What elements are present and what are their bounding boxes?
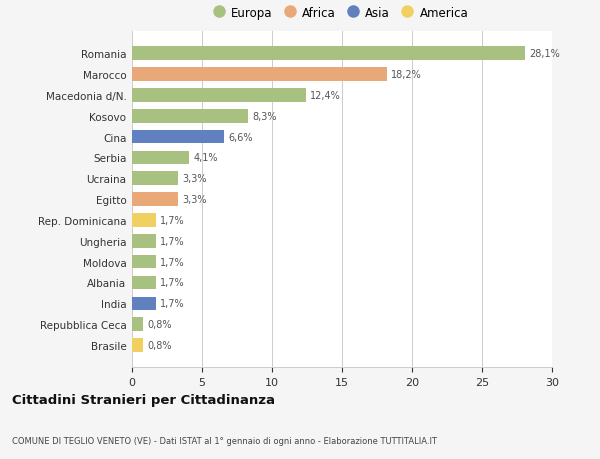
Bar: [132, 47, 526, 61]
Text: 12,4%: 12,4%: [310, 91, 341, 101]
Text: COMUNE DI TEGLIO VENETO (VE) - Dati ISTAT al 1° gennaio di ogni anno - Elaborazi: COMUNE DI TEGLIO VENETO (VE) - Dati ISTA…: [12, 436, 437, 445]
Text: 3,3%: 3,3%: [182, 174, 207, 184]
Bar: [132, 297, 156, 310]
Bar: [132, 89, 305, 102]
Legend: Europa, Africa, Asia, America: Europa, Africa, Asia, America: [215, 6, 469, 20]
Bar: [132, 214, 156, 227]
Bar: [132, 276, 156, 290]
Text: 1,7%: 1,7%: [160, 299, 185, 308]
Text: 0,8%: 0,8%: [148, 340, 172, 350]
Bar: [132, 151, 190, 165]
Bar: [132, 68, 387, 82]
Bar: [132, 318, 143, 331]
Bar: [132, 255, 156, 269]
Text: 8,3%: 8,3%: [253, 112, 277, 122]
Bar: [132, 235, 156, 248]
Bar: [132, 338, 143, 352]
Text: 6,6%: 6,6%: [229, 132, 253, 142]
Text: 28,1%: 28,1%: [530, 49, 560, 59]
Text: 1,7%: 1,7%: [160, 236, 185, 246]
Bar: [132, 193, 178, 207]
Bar: [132, 110, 248, 123]
Text: 1,7%: 1,7%: [160, 278, 185, 288]
Text: 18,2%: 18,2%: [391, 70, 422, 80]
Bar: [132, 172, 178, 185]
Text: 4,1%: 4,1%: [194, 153, 218, 163]
Text: 1,7%: 1,7%: [160, 215, 185, 225]
Text: Cittadini Stranieri per Cittadinanza: Cittadini Stranieri per Cittadinanza: [12, 393, 275, 406]
Bar: [132, 130, 224, 144]
Text: 3,3%: 3,3%: [182, 195, 207, 205]
Text: 1,7%: 1,7%: [160, 257, 185, 267]
Text: 0,8%: 0,8%: [148, 319, 172, 330]
